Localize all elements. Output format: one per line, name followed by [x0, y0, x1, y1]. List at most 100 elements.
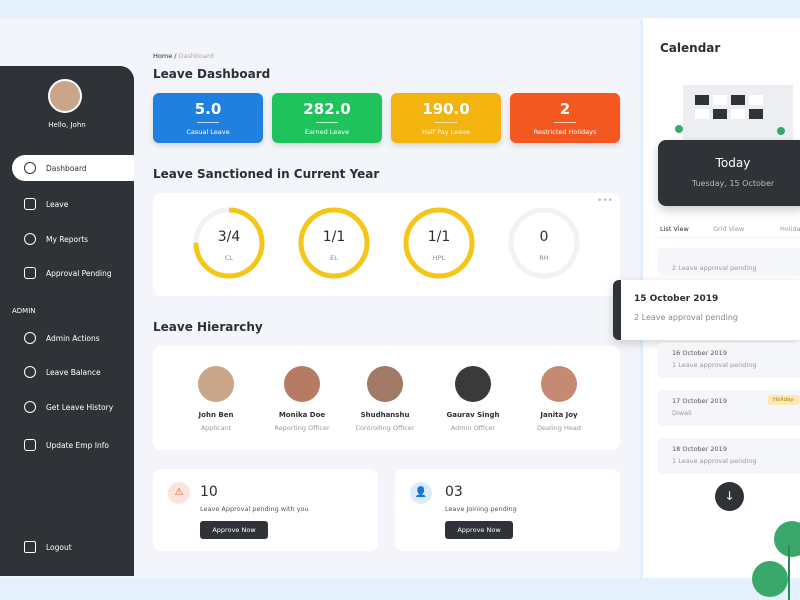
menu-item[interactable]: Dashboard: [46, 164, 87, 173]
plant: [752, 521, 800, 600]
illustration: [675, 85, 793, 141]
icon: [24, 366, 36, 378]
person-role: Reporting Officer: [274, 424, 330, 432]
ring-label: CL: [225, 254, 234, 262]
stat-card: 2 Restricted Holidays: [510, 93, 620, 143]
avatar: [455, 366, 491, 402]
icon: [24, 401, 36, 413]
event-date: 17 October 2019: [672, 397, 727, 405]
person-name: John Ben: [198, 411, 234, 419]
stat-label: Restricted Holidays: [533, 128, 597, 136]
stat-card: 190.0 Half Pay Leave: [391, 93, 501, 143]
today-card: Today Tuesday, 15 October: [658, 140, 800, 206]
active-event[interactable]: 15 October 2019 2 Leave approval pending: [613, 280, 800, 340]
icon: [24, 332, 36, 344]
event-text: 1 Leave approval pending: [672, 457, 757, 465]
section-title: Leave Sanctioned in Current Year: [153, 167, 380, 181]
event-text: 2 Leave approval pending: [634, 313, 738, 322]
menu-item[interactable]: Get Leave History: [46, 403, 114, 412]
calendar-title: Calendar: [660, 41, 721, 55]
ring-value: 3/4: [218, 229, 241, 245]
menu-item[interactable]: Approval Pending: [46, 269, 112, 278]
menu-item[interactable]: Leave Balance: [46, 368, 101, 377]
event-text: Diwali: [672, 409, 692, 417]
menu-item[interactable]: My Reports: [46, 235, 89, 244]
ring-label: HPL: [433, 254, 446, 262]
breadcrumb: Home / Dashboard: [153, 52, 214, 60]
stat-label: Half Pay Leave: [422, 128, 470, 136]
stat-value: 5.0: [194, 100, 222, 118]
ring-label: RH: [539, 254, 549, 262]
greeting: Hello, John: [48, 121, 86, 129]
event-text: 2 Leave approval pending: [672, 264, 757, 272]
icon: [24, 162, 36, 174]
rings: 3/4 CL 1/1 EL 1/1 HPL 0 RH •••: [193, 196, 613, 279]
person-role: Dealing Head: [537, 424, 581, 432]
event[interactable]: 17 October 2019 Diwali Holiday: [658, 390, 800, 426]
logout[interactable]: Logout: [46, 543, 72, 552]
section-title: Leave Hierarchy: [153, 320, 263, 334]
avatar: [284, 366, 320, 402]
stat-label: Earned Leave: [304, 128, 350, 136]
ring-progress: [193, 207, 265, 279]
event-date: 18 October 2019: [672, 445, 727, 453]
today-date: Tuesday, 15 October: [691, 179, 775, 188]
more-menu: •••: [597, 196, 613, 206]
menu-item[interactable]: Update Emp Info: [46, 441, 109, 450]
user-icon: 👤: [410, 482, 432, 504]
count: 03: [445, 484, 463, 500]
warning-icon: ⚠: [168, 482, 190, 504]
icon: [24, 267, 36, 279]
person-name: Monika Doe: [278, 411, 326, 419]
event[interactable]: 2 Leave approval pending: [658, 248, 800, 275]
approve-button[interactable]: Approve Now: [200, 521, 268, 539]
stat-value: 282.0: [303, 100, 351, 118]
avatar: [367, 366, 403, 402]
person-role: Admin Officer: [450, 424, 496, 432]
holiday-tag: Holiday: [768, 395, 799, 405]
ring-track: [508, 207, 580, 279]
event[interactable]: 18 October 2019 1 Leave approval pending: [658, 438, 800, 474]
icon: [24, 541, 36, 553]
ring-progress: [298, 207, 370, 279]
person-role: Controlling Officer: [355, 424, 415, 432]
ring-value: 1/1: [428, 229, 451, 245]
icon: [24, 233, 36, 245]
event-date: 16 October 2019: [672, 349, 727, 357]
stat-card: 5.0 Casual Leave: [153, 93, 263, 143]
event[interactable]: 16 October 2019 1 Leave approval pending: [658, 343, 800, 378]
stat-card: 282.0 Earned Leave: [272, 93, 382, 143]
sidebar: Hello, John Dashboard Leave My Reports A…: [0, 66, 134, 576]
event-text: 1 Leave approval pending: [672, 361, 757, 369]
icon: [24, 439, 36, 451]
stat-value: 2: [559, 100, 571, 118]
menu-item[interactable]: Admin Actions: [46, 334, 100, 343]
divider: [658, 237, 800, 238]
count: 10: [200, 484, 218, 500]
page-title: Leave Dashboard: [153, 67, 271, 81]
breadcrumb-home[interactable]: Home /: [153, 52, 177, 60]
avatar: [198, 366, 234, 402]
scroll-down[interactable]: ↓: [715, 482, 744, 511]
stat-value: 190.0: [422, 100, 470, 118]
approve-button[interactable]: Approve Now: [445, 521, 513, 539]
card-text: Leave Approval pending with you: [200, 505, 309, 513]
event-date: 15 October 2019: [634, 294, 719, 304]
person-role: Applicant: [200, 424, 232, 432]
today-label: Today: [715, 156, 751, 170]
tab[interactable]: List View: [660, 225, 689, 233]
ring-value: 0: [540, 229, 549, 245]
person-name: Janita Joy: [540, 411, 578, 419]
avatar: [48, 79, 82, 113]
ring-progress: [403, 207, 475, 279]
section-label: ADMIN: [12, 307, 36, 315]
icon: [24, 198, 36, 210]
menu-item[interactable]: Leave: [46, 200, 69, 209]
stat-label: Casual Leave: [186, 128, 230, 136]
breadcrumb-current: Dashboard: [178, 52, 214, 60]
card-text: Leave Joining pending: [445, 505, 517, 513]
tab[interactable]: Grid View: [713, 225, 745, 233]
person-name: Gaurav Singh: [446, 411, 500, 419]
tab[interactable]: Holidays: [780, 225, 800, 233]
avatar: [541, 366, 577, 402]
